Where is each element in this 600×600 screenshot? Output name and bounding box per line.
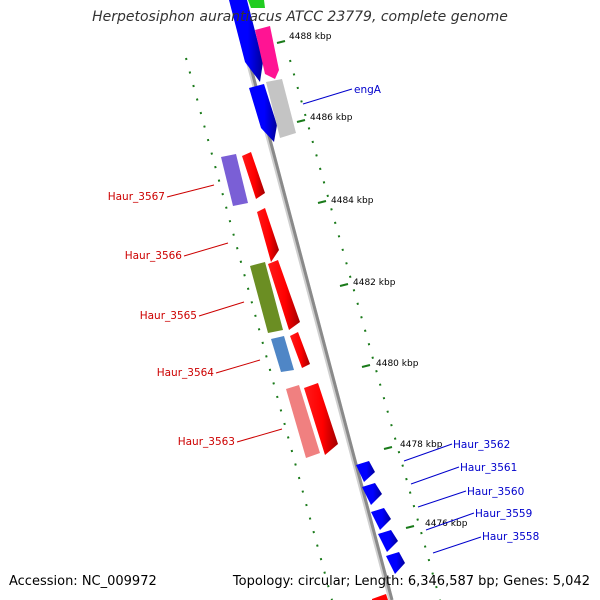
inner-track-genes — [221, 0, 388, 600]
gene-label-haur-3567[interactable]: Haur_3567 — [108, 191, 165, 203]
gene-blue-3560[interactable] — [371, 508, 391, 530]
gene-label-haur-3563[interactable]: Haur_3563 — [178, 436, 235, 448]
gene-red-3565[interactable] — [268, 260, 300, 330]
gene-blue-3558[interactable] — [386, 552, 405, 574]
gene-label-haur-3560[interactable]: Haur_3560 — [467, 486, 524, 498]
tick-label-4476: 4476 kbp — [425, 519, 468, 529]
gene-purple[interactable] — [221, 154, 248, 206]
gene-blue-top[interactable] — [229, 0, 263, 82]
tick-label-4480: 4480 kbp — [376, 359, 419, 369]
ruler-dots — [185, 57, 441, 600]
accession-text: Accession: NC_009972 — [9, 574, 157, 589]
gene-label-haur-3562[interactable]: Haur_3562 — [453, 439, 510, 451]
gene-blue-3561[interactable] — [362, 483, 382, 505]
gene-red-3564[interactable] — [290, 332, 310, 368]
gene-blue-enga-left[interactable] — [249, 84, 277, 142]
gene-label-haur-3558[interactable]: Haur_3558 — [482, 531, 539, 543]
gene-pink-3563[interactable] — [286, 385, 320, 458]
gene-label-haur-3561[interactable]: Haur_3561 — [460, 462, 517, 474]
ruler-tick-labels: 4488 kbp 4486 kbp 4484 kbp 4482 kbp 4480… — [289, 32, 468, 529]
gene-blue-3562[interactable] — [356, 461, 375, 482]
gene-label-haur-3566[interactable]: Haur_3566 — [125, 250, 183, 262]
right-leader-lines — [302, 88, 482, 554]
gene-label-haur-3564[interactable]: Haur_3564 — [157, 367, 215, 379]
right-gene-labels: engA Haur_3562 Haur_3561 Haur_3560 Haur_… — [354, 84, 539, 543]
gene-label-haur-3565[interactable]: Haur_3565 — [140, 310, 197, 322]
outer-blue-genes — [356, 461, 405, 574]
genome-summary-text: Topology: circular; Length: 6,346,587 bp… — [232, 574, 590, 589]
ruler-tick-marks — [276, 40, 415, 529]
gene-green-top[interactable] — [248, 0, 265, 8]
gene-label-enga[interactable]: engA — [354, 84, 382, 96]
gene-olive-3565[interactable] — [250, 262, 283, 333]
gene-red-bottom[interactable] — [372, 594, 388, 600]
gene-steelblue-3564[interactable] — [271, 336, 294, 372]
left-leader-lines — [166, 184, 283, 443]
left-gene-labels: Haur_3567 Haur_3566 Haur_3565 Haur_3564 … — [108, 191, 235, 448]
tick-label-4486: 4486 kbp — [310, 113, 353, 123]
tick-label-4482: 4482 kbp — [353, 278, 396, 288]
gene-magenta[interactable] — [255, 26, 279, 79]
map-title: Herpetosiphon aurantiacus ATCC 23779, co… — [92, 9, 508, 25]
tick-label-4478: 4478 kbp — [400, 440, 443, 450]
gene-label-haur-3559[interactable]: Haur_3559 — [475, 508, 532, 520]
gene-red-3563[interactable] — [304, 383, 338, 455]
gene-blue-3559[interactable] — [378, 530, 398, 552]
tick-label-4484: 4484 kbp — [331, 196, 374, 206]
tick-label-4488: 4488 kbp — [289, 32, 332, 42]
gene-red-3567[interactable] — [242, 152, 265, 199]
gene-grey-enga[interactable] — [266, 79, 296, 138]
gene-red-3566[interactable] — [257, 208, 279, 262]
